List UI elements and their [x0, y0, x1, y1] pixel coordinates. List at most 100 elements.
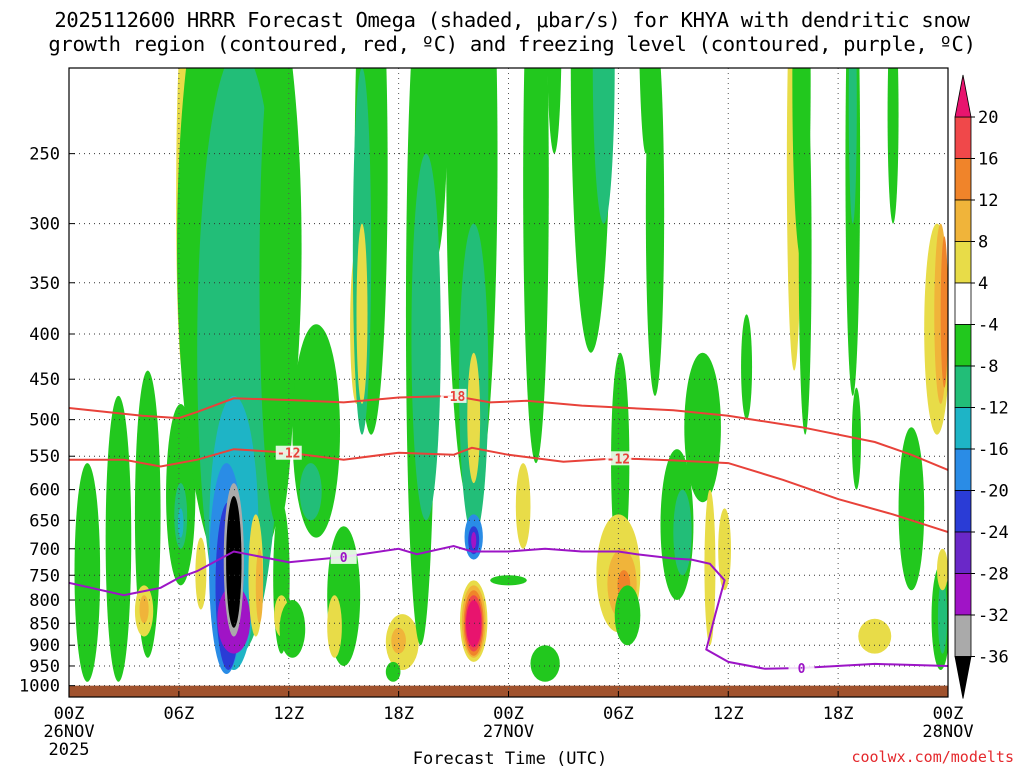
omega-shaded-region	[466, 600, 482, 648]
colorbar-swatch	[954, 448, 972, 491]
omega-shaded-region	[139, 595, 149, 624]
omega-shaded-region	[592, 68, 615, 224]
colorbar-label: -8	[978, 357, 998, 377]
y-axis-tick-label: 500	[29, 411, 60, 431]
y-axis-tick-label: 350	[29, 274, 60, 294]
omega-shaded-region	[356, 223, 368, 404]
omega-shaded-region	[385, 661, 401, 682]
contour-label: 0	[340, 551, 348, 566]
x-axis-tick-label: 00Z	[493, 704, 524, 724]
y-axis-tick-label: 450	[29, 370, 60, 390]
colorbar-label: 20	[978, 108, 998, 128]
omega-shaded-region	[105, 395, 132, 682]
omega-shaded-region	[684, 352, 721, 503]
omega-shaded-region	[515, 463, 531, 549]
omega-shaded-region	[255, 548, 264, 624]
y-axis-tick-label: 950	[29, 657, 60, 677]
contour-label: -12	[277, 447, 300, 462]
omega-shaded-region	[937, 548, 948, 591]
omega-shaded-region	[279, 600, 306, 658]
omega-shaded-region	[530, 645, 560, 682]
omega-shaded-region	[704, 489, 716, 646]
x-axis-tick-label: 00Z	[933, 704, 964, 724]
omega-shading	[69, 68, 948, 697]
omega-shaded-region	[940, 236, 948, 388]
colorbar-label: -4	[978, 316, 998, 336]
omega-shaded-region	[74, 463, 101, 682]
contour-label: 0	[798, 662, 806, 677]
omega-shaded-region	[523, 68, 549, 464]
contour-label-background	[605, 451, 632, 466]
contour-label-background	[275, 445, 302, 460]
colorbar-label: 4	[978, 274, 988, 294]
omega-shaded-region	[177, 508, 184, 538]
credit-link[interactable]: coolwx.com/modelts	[851, 748, 1014, 766]
x-axis-label: Forecast Time (UTC)	[413, 749, 607, 768]
x-axis-date-label: 28NOV	[922, 722, 973, 742]
omega-shaded-region	[299, 463, 322, 521]
chart-title-line-1: 2025112600 HRRR Forecast Omega (shaded, …	[54, 8, 970, 32]
omega-shaded-region	[887, 68, 899, 224]
colorbar-swatch	[954, 116, 972, 159]
colorbar-swatch	[954, 365, 972, 408]
omega-shaded-region	[259, 68, 297, 527]
omega-shaded-region	[490, 575, 527, 586]
omega-shaded-region	[898, 427, 925, 591]
colorbar-swatch	[954, 282, 972, 325]
contour-label: -18	[442, 390, 466, 405]
x-axis-tick-label: 12Z	[273, 704, 304, 724]
chart-title-line-2: growth region (contoured, red, ºC) and f…	[48, 32, 976, 56]
omega-shaded-region	[195, 537, 207, 610]
y-axis-tick-label: 250	[29, 145, 60, 165]
y-axis-tick-label: 600	[29, 481, 60, 501]
colorbar-label: -24	[978, 523, 1009, 543]
contour-label-background	[440, 388, 467, 403]
contour-label: -12	[607, 452, 630, 467]
omega-shaded-region	[411, 153, 441, 521]
colorbar-label: -36	[978, 648, 1009, 668]
omega-shaded-region	[741, 314, 753, 420]
contour-label-background	[788, 660, 815, 675]
x-axis-year-label: 2025	[49, 740, 90, 760]
x-axis-tick-label: 06Z	[603, 704, 634, 724]
colorbar-label: 8	[978, 233, 988, 253]
y-axis-tick-label: 750	[29, 566, 60, 586]
omega-shaded-region	[937, 580, 948, 654]
colorbar-swatch	[954, 158, 972, 201]
colorbar: 20 16 12 8 4 -4 -8 -12 -16 -20 -24 -28 -32 -36	[954, 74, 1009, 699]
y-axis-tick-label: 300	[29, 215, 60, 235]
colorbar-label: -16	[978, 440, 1009, 460]
x-axis-tick-label: 18Z	[823, 704, 854, 724]
y-axis-tick-label: 800	[29, 591, 60, 611]
omega-shaded-region	[673, 489, 692, 576]
y-axis-tick-label: 700	[29, 540, 60, 560]
contour-label-background	[330, 549, 357, 564]
y-axis-tick-label: 550	[29, 447, 60, 467]
colorbar-swatch	[954, 614, 972, 657]
y-axis-tick-label: 1000	[19, 677, 60, 697]
colorbar-label: -12	[978, 399, 1009, 419]
colorbar-swatch	[954, 490, 972, 533]
y-axis-tick-label: 900	[29, 636, 60, 656]
colorbar-label: -20	[978, 482, 1009, 502]
omega-shaded-region	[467, 352, 481, 484]
omega-shaded-region	[134, 370, 161, 658]
x-axis-date-label: 26NOV	[43, 722, 94, 742]
omega-shaded-region	[547, 68, 562, 154]
omega-shaded-region	[798, 68, 812, 435]
colorbar-top-arrow	[954, 74, 972, 118]
x-axis-tick-label: 18Z	[383, 704, 414, 724]
colorbar-swatch	[954, 199, 972, 242]
y-axis-tick-label: 850	[29, 614, 60, 634]
omega-shaded-region	[614, 585, 641, 646]
colorbar-label: -32	[978, 606, 1009, 626]
colorbar-label: 16	[978, 150, 998, 170]
omega-shaded-region	[639, 68, 653, 154]
colorbar-swatch	[954, 241, 972, 284]
dendritic-contour	[69, 446, 948, 533]
omega-shaded-region	[327, 595, 342, 658]
omega-shaded-region	[226, 495, 242, 628]
y-axis-tick-label: 400	[29, 325, 60, 345]
colorbar-swatch	[954, 573, 972, 616]
